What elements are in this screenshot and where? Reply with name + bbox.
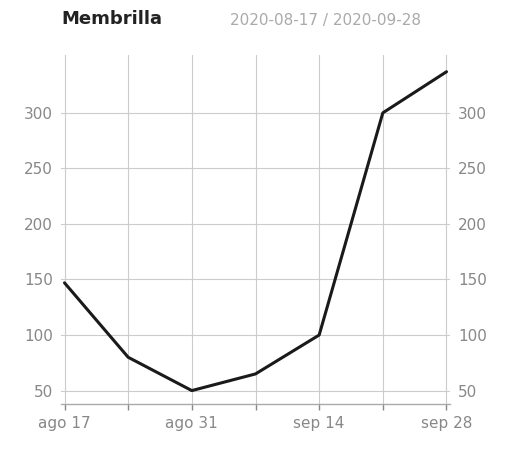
Text: Membrilla: Membrilla [61,10,162,28]
Text: 2020-08-17 / 2020-09-28: 2020-08-17 / 2020-09-28 [230,12,421,28]
